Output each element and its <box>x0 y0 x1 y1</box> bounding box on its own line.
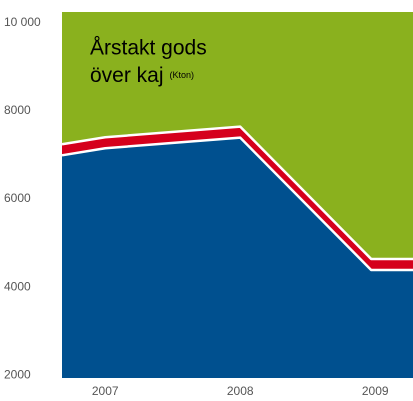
y-tick-label: 4000 <box>4 279 31 293</box>
x-tick-label: 2008 <box>227 384 254 398</box>
area <box>62 137 413 378</box>
area <box>62 126 413 270</box>
x-tick-label: 2009 <box>362 384 389 398</box>
y-tick-label: 8000 <box>4 103 31 117</box>
chart-title-line: över kaj <box>90 64 164 87</box>
chart-title: Årstakt gods <box>90 37 207 60</box>
separator-line <box>61 125 413 261</box>
y-tick-label: 10 000 <box>4 15 41 29</box>
separator-line <box>61 136 413 272</box>
x-tick-label: 2007 <box>92 384 119 398</box>
chart-unit: (Kton) <box>170 70 195 80</box>
chart-title: över kaj (Kton) <box>90 64 194 87</box>
y-tick-label: 6000 <box>4 191 31 205</box>
y-tick-label: 2000 <box>4 368 31 382</box>
